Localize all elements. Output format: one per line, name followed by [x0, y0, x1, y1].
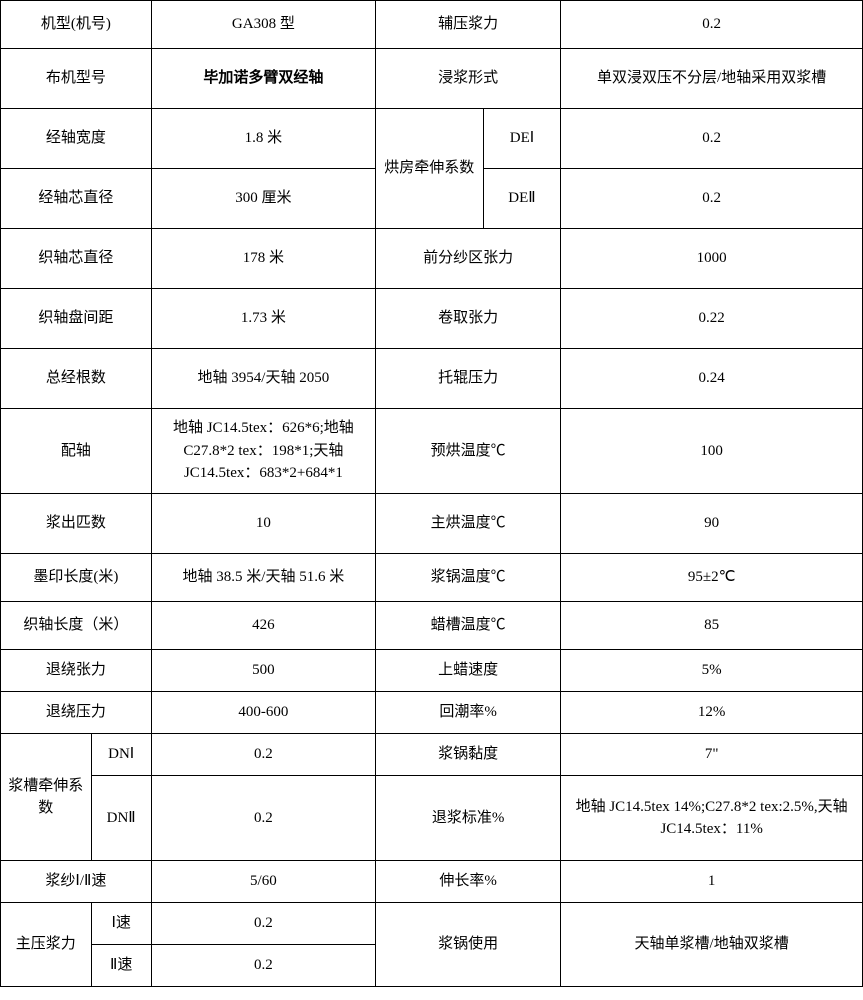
value-weave-core-dia: 178 米 [151, 229, 375, 289]
label-dryroom-stretch: 烘房牵伸系数 [375, 109, 483, 229]
label-size-box-stretch: 浆槽牵伸系数 [1, 734, 92, 861]
value-pot-use: 天轴单浆槽/地轴双浆槽 [561, 903, 863, 987]
value-beam-core-dia: 300 厘米 [151, 169, 375, 229]
value-viscosity: 7" [561, 734, 863, 776]
value-mark-length: 地轴 38.5 米/天轴 51.6 米 [151, 554, 375, 602]
label-axis-config: 配轴 [1, 409, 152, 494]
value-dn2: 0.2 [151, 776, 375, 861]
value-output-count: 10 [151, 494, 375, 554]
value-unwind-pressure: 400-600 [151, 692, 375, 734]
value-total-ends: 地轴 3954/天轴 2050 [151, 349, 375, 409]
value-speed2: 0.2 [151, 945, 375, 987]
value-elongation: 1 [561, 861, 863, 903]
label-unwind-tension: 退绕张力 [1, 650, 152, 692]
label-size-pot-temp: 浆锅温度℃ [375, 554, 560, 602]
value-wax-temp: 85 [561, 602, 863, 650]
label-beam-core-dia: 经轴芯直径 [1, 169, 152, 229]
value-disc-spacing: 1.73 米 [151, 289, 375, 349]
label-wax-temp: 蜡槽温度℃ [375, 602, 560, 650]
value-predry-temp: 100 [561, 409, 863, 494]
label-de1: DEⅠ [483, 109, 561, 169]
label-aux-pressure: 辅压浆力 [375, 1, 560, 49]
label-predry-temp: 预烘温度℃ [375, 409, 560, 494]
label-desize-std: 退浆标准% [375, 776, 560, 861]
label-main-dry-temp: 主烘温度℃ [375, 494, 560, 554]
label-loom-model: 布机型号 [1, 49, 152, 109]
label-mark-length: 墨印长度(米) [1, 554, 152, 602]
value-dip-form: 单双浸双压不分层/地轴采用双浆槽 [561, 49, 863, 109]
value-speed1: 0.2 [151, 903, 375, 945]
label-beam-width: 经轴宽度 [1, 109, 152, 169]
value-dn1: 0.2 [151, 734, 375, 776]
value-aux-pressure: 0.2 [561, 1, 863, 49]
label-main-press: 主压浆力 [1, 903, 92, 987]
value-roller-pressure: 0.24 [561, 349, 863, 409]
value-regain-pct: 12% [561, 692, 863, 734]
value-winding-tension: 0.22 [561, 289, 863, 349]
label-weave-length: 织轴长度（米） [1, 602, 152, 650]
value-main-dry-temp: 90 [561, 494, 863, 554]
value-axis-config: 地轴 JC14.5tex：626*6;地轴C27.8*2 tex：198*1;天… [151, 409, 375, 494]
label-disc-spacing: 织轴盘间距 [1, 289, 152, 349]
value-unwind-tension: 500 [151, 650, 375, 692]
spec-table: 机型(机号) GA308 型 辅压浆力 0.2 布机型号 毕加诺多臂双经轴 浸浆… [0, 0, 863, 987]
label-pot-use: 浆锅使用 [375, 903, 560, 987]
label-weave-core-dia: 织轴芯直径 [1, 229, 152, 289]
label-speed2: Ⅱ速 [91, 945, 151, 987]
value-front-tension: 1000 [561, 229, 863, 289]
value-machine-model: GA308 型 [151, 1, 375, 49]
value-desize-std: 地轴 JC14.5tex 14%;C27.8*2 tex:2.5%,天轴 JC1… [561, 776, 863, 861]
label-winding-tension: 卷取张力 [375, 289, 560, 349]
label-front-tension: 前分纱区张力 [375, 229, 560, 289]
label-dn1: DNⅠ [91, 734, 151, 776]
label-viscosity: 浆锅黏度 [375, 734, 560, 776]
value-de1: 0.2 [561, 109, 863, 169]
label-roller-pressure: 托辊压力 [375, 349, 560, 409]
label-speed1: Ⅰ速 [91, 903, 151, 945]
value-wax-speed: 5% [561, 650, 863, 692]
label-sizing-speed: 浆纱Ⅰ/Ⅱ速 [1, 861, 152, 903]
label-wax-speed: 上蜡速度 [375, 650, 560, 692]
value-beam-width: 1.8 米 [151, 109, 375, 169]
value-loom-model: 毕加诺多臂双经轴 [151, 49, 375, 109]
label-dn2: DNⅡ [91, 776, 151, 861]
label-unwind-pressure: 退绕压力 [1, 692, 152, 734]
value-sizing-speed: 5/60 [151, 861, 375, 903]
label-machine-model: 机型(机号) [1, 1, 152, 49]
label-regain-pct: 回潮率% [375, 692, 560, 734]
label-total-ends: 总经根数 [1, 349, 152, 409]
label-output-count: 浆出匹数 [1, 494, 152, 554]
label-de2: DEⅡ [483, 169, 561, 229]
label-elongation: 伸长率% [375, 861, 560, 903]
value-size-pot-temp: 95±2℃ [561, 554, 863, 602]
value-weave-length: 426 [151, 602, 375, 650]
value-de2: 0.2 [561, 169, 863, 229]
label-dip-form: 浸浆形式 [375, 49, 560, 109]
